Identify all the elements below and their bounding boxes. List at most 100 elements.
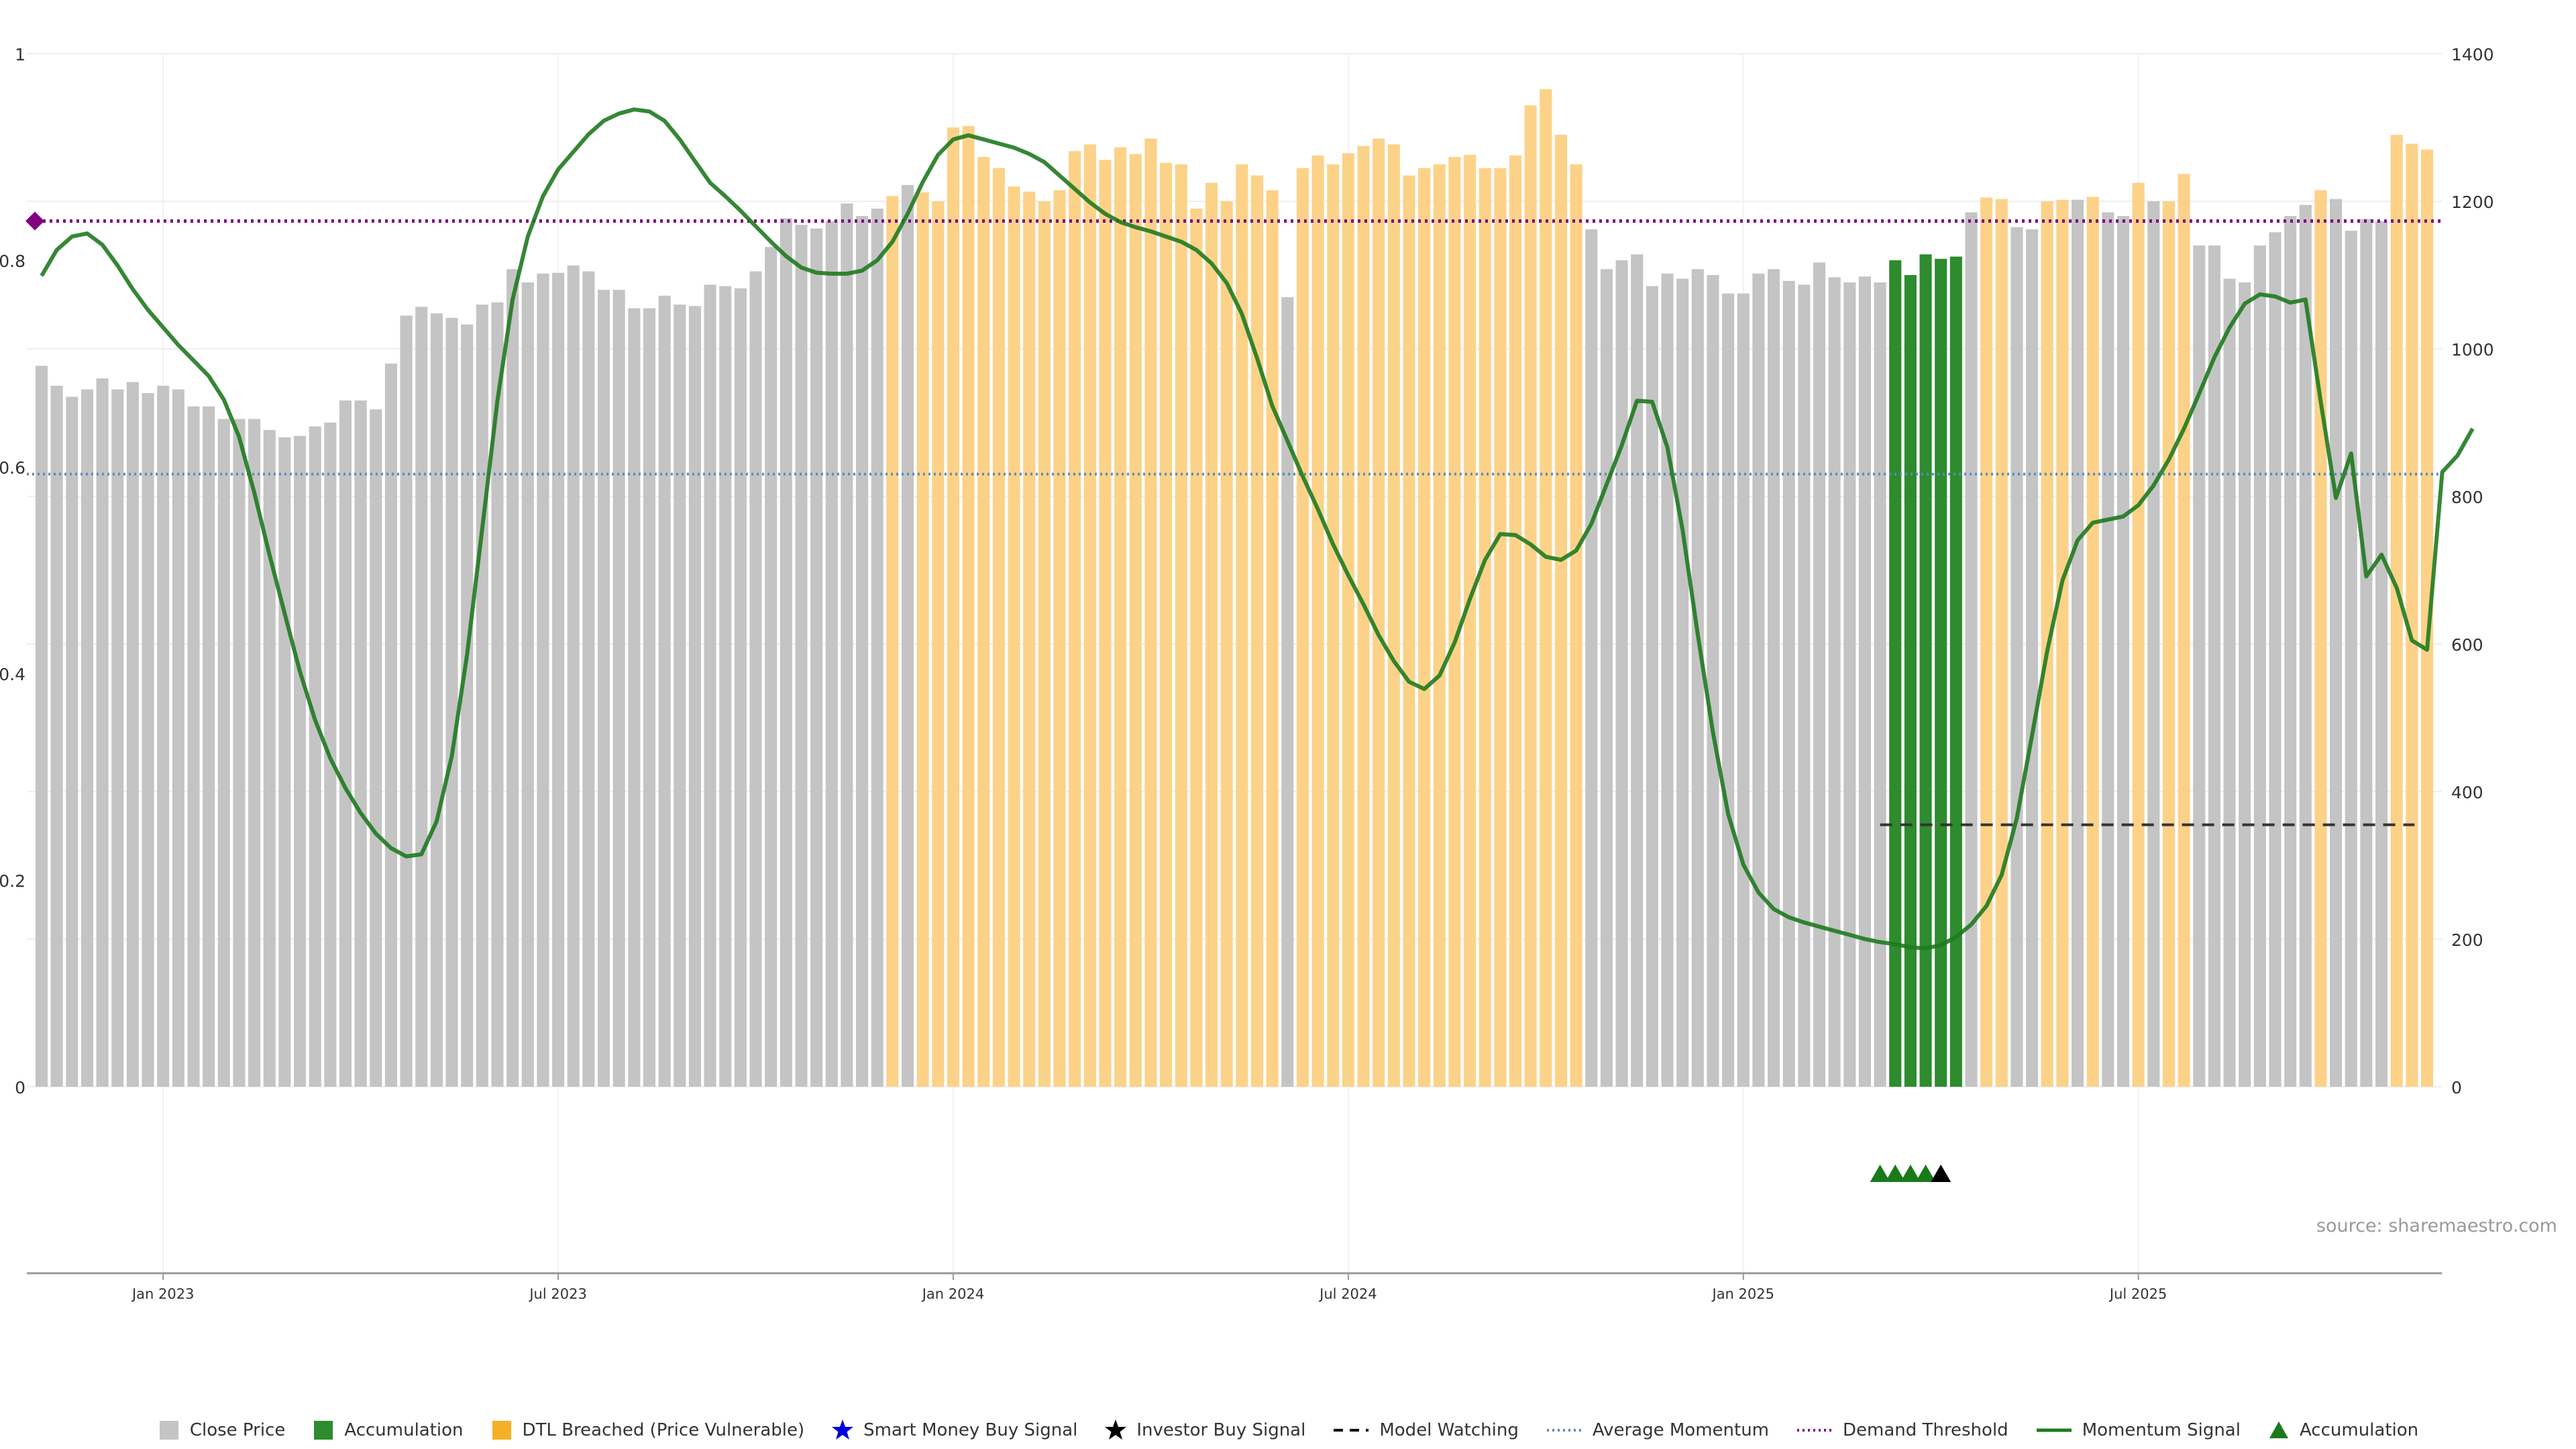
close-price-bar	[2345, 231, 2357, 1087]
close-price-bar	[96, 378, 109, 1087]
accumulation-bar	[1889, 260, 1902, 1087]
dtl-breached-bar	[1494, 168, 1507, 1087]
dtl-breached-bar	[1053, 190, 1066, 1087]
close-price-bar	[2116, 216, 2130, 1087]
close-price-bar	[370, 409, 382, 1087]
close-price-bar	[2193, 246, 2206, 1087]
dtl-breached-bar	[1980, 197, 1993, 1087]
accumulation-bar	[1904, 275, 1917, 1087]
legend-label: Close Price	[189, 1420, 286, 1440]
legend-item: Investor Buy Signal	[1104, 1419, 1305, 1442]
x-tick-label: Jan 2024	[921, 1286, 985, 1302]
close-price-bar	[172, 389, 184, 1087]
star-legend-icon	[832, 1419, 854, 1440]
close-price-bar	[142, 393, 154, 1087]
close-price-bar	[856, 216, 869, 1087]
close-price-bar	[354, 400, 367, 1087]
close-price-bar	[1737, 293, 1750, 1087]
square-legend-icon	[159, 1421, 178, 1440]
close-price-bar	[1661, 273, 1674, 1087]
close-price-bar	[2223, 278, 2236, 1087]
dtl-breached-bar	[1129, 154, 1142, 1087]
right-y-tick-label: 0	[2451, 1078, 2462, 1097]
close-price-bar	[293, 435, 307, 1087]
x-tick-label: Jul 2025	[2108, 1286, 2167, 1302]
close-price-bar	[2269, 232, 2282, 1087]
left-y-tick-label: 0.6	[0, 458, 25, 478]
close-price-bar	[841, 203, 853, 1087]
close-price-bar	[780, 218, 792, 1087]
square-legend-icon	[492, 1421, 511, 1440]
dtl-breached-bar	[1433, 164, 1446, 1087]
close-price-bar	[597, 290, 610, 1087]
close-price-bar	[688, 306, 701, 1087]
legend-item: Smart Money Buy Signal	[831, 1419, 1077, 1442]
dtl-breached-bar	[1554, 135, 1568, 1087]
accumulation-bar	[1935, 258, 1947, 1087]
close-price-bar	[2102, 212, 2114, 1087]
close-price-bar	[552, 272, 565, 1087]
close-price-bar	[248, 419, 261, 1087]
close-price-bar	[1585, 229, 1598, 1087]
dtl-breached-bar	[1023, 191, 1036, 1087]
close-price-bar	[2330, 199, 2343, 1087]
close-price-bar	[461, 324, 474, 1087]
close-price-bar	[2375, 221, 2388, 1087]
dtl-breached-bar	[1220, 201, 1233, 1087]
close-price-bar	[50, 386, 63, 1087]
momentum-signal-line	[40, 107, 2475, 951]
close-price-bar	[749, 271, 762, 1087]
close-price-bar	[658, 295, 671, 1087]
legend-item: Close Price	[158, 1419, 286, 1442]
dtl-breached-bar	[1327, 164, 1340, 1087]
left-y-tick-label: 1	[15, 45, 25, 64]
close-price-bar	[810, 228, 823, 1087]
square-legend-icon	[314, 1421, 333, 1440]
close-price-bar	[1646, 286, 1658, 1087]
close-price-bar	[1615, 260, 1628, 1087]
dtl-breached-bar	[886, 196, 899, 1087]
dtl-breached-bar	[1250, 175, 1264, 1087]
dtl-breached-bar	[1995, 199, 2008, 1087]
accumulation-marker	[1915, 1165, 1936, 1182]
dtl-breached-bar	[1266, 190, 1279, 1087]
legend-label: DTL Breached (Price Vulnerable)	[522, 1420, 805, 1440]
dtl-breached-bar	[1175, 164, 1187, 1087]
dtl-breached-bar	[962, 125, 975, 1087]
close-price-bar	[1752, 273, 1765, 1087]
line-legend-icon	[2036, 1428, 2072, 1432]
close-price-bar	[278, 437, 291, 1087]
dtl-breached-bar	[1190, 209, 1203, 1087]
x-tick-label: Jan 2023	[131, 1286, 195, 1302]
right-y-tick-label: 200	[2451, 930, 2483, 950]
close-price-bar	[1722, 293, 1735, 1087]
legend-item: DTL Breached (Price Vulnerable)	[490, 1419, 805, 1442]
dot-legend-icon	[1546, 1429, 1582, 1432]
close-price-bar	[2299, 205, 2312, 1087]
close-price-bar	[2360, 219, 2373, 1087]
x-tick-label: Jul 2023	[528, 1286, 586, 1302]
close-price-bar	[582, 271, 595, 1087]
accumulation-bar	[1949, 256, 1962, 1087]
close-price-bar	[871, 209, 883, 1087]
close-price-bar	[1676, 278, 1689, 1087]
signal-markers	[1870, 1165, 1951, 1182]
dtl-breached-bar	[2162, 201, 2176, 1087]
close-price-bar	[506, 269, 519, 1087]
dtl-breached-bar	[1114, 147, 1127, 1087]
legend-label: Accumulation	[2299, 1420, 2419, 1440]
dtl-breached-bar	[2390, 135, 2403, 1087]
close-price-bar	[1707, 275, 1719, 1087]
close-price-bar	[1843, 282, 1856, 1087]
right-y-tick-label: 800	[2451, 488, 2483, 507]
right-y-tick-label: 1400	[2451, 45, 2494, 64]
close-price-bar	[66, 396, 78, 1087]
price-bars	[35, 89, 2434, 1087]
legend-item: Momentum Signal	[2035, 1419, 2241, 1442]
dash-legend-icon	[1334, 1429, 1369, 1432]
dtl-breached-bar	[1296, 168, 1309, 1087]
accumulation-marker	[1870, 1165, 1890, 1182]
close-price-bar	[491, 302, 504, 1087]
close-price-bar	[2239, 282, 2251, 1087]
close-price-bar	[415, 307, 428, 1087]
